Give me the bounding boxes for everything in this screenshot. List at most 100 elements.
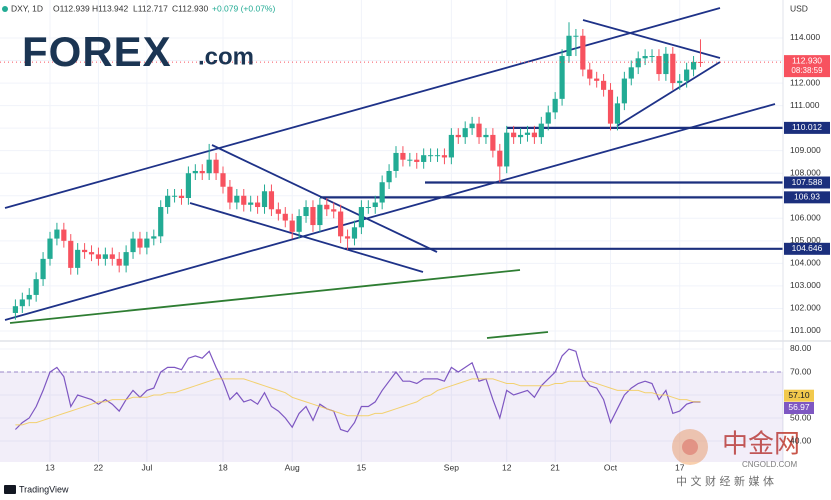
candle-body [490, 134, 496, 151]
y-tick-label: 111.000 [790, 100, 820, 110]
candle-body [628, 67, 634, 79]
candle-body [26, 294, 32, 300]
candle-body [607, 89, 614, 124]
candle-body [448, 134, 454, 158]
triangle-upper [582, 19, 721, 59]
status-dot [2, 6, 8, 12]
candle-body [213, 159, 219, 174]
tv-brand: TradingView [19, 484, 69, 494]
candle-body [656, 56, 662, 75]
candle-body [587, 69, 593, 79]
candle-body [220, 173, 226, 187]
rsi-value-box [784, 401, 814, 414]
candle-body [407, 159, 413, 161]
x-tick-label: Sep [444, 462, 459, 472]
rsi-value-label: 56.97 [788, 402, 810, 412]
candle-body [538, 123, 544, 138]
level-label: 104.646 [792, 243, 823, 253]
countdown: 08:38:59 [791, 66, 823, 75]
candle-body [531, 132, 537, 138]
y-tick-label: 70.00 [790, 366, 812, 376]
price-pane [0, 7, 783, 339]
y-tick-label: 109.000 [790, 145, 821, 155]
candle-body [151, 236, 157, 239]
candle-body [455, 134, 461, 138]
x-tick-label: 15 [357, 462, 367, 472]
candle-body [310, 207, 316, 226]
watermark: 中金网 CNGOLD.COM 中 文 财 经 新 媒 体 [672, 429, 800, 488]
x-tick-label: Aug [285, 462, 300, 472]
logo-suffix: .com [198, 43, 254, 70]
candle-body [690, 61, 697, 70]
candle-body [12, 306, 18, 313]
watermark-name: 中金网 [722, 430, 800, 460]
rsi-line [15, 378, 701, 426]
candle-body [268, 191, 275, 210]
candle-body [483, 134, 489, 138]
candle-body [206, 159, 212, 174]
candle-body [573, 35, 579, 37]
candle-body [462, 128, 468, 138]
candle-body [296, 216, 302, 232]
candle-body [40, 258, 46, 280]
candle-body [670, 53, 676, 84]
level-label: 106.93 [794, 192, 820, 202]
y-tick-label: 101.000 [790, 325, 821, 335]
header: DXY, 1D O112.939 H113.942 L112.717 C112.… [2, 3, 275, 13]
y-tick-label: 106.000 [790, 213, 821, 223]
level-label-box [784, 191, 830, 204]
candle-body [400, 152, 406, 160]
rsi-value-label: 57.10 [788, 390, 810, 400]
axis-unit: USD [790, 3, 808, 13]
candle-body [441, 155, 448, 158]
trend-lines [4, 7, 776, 321]
candle-body [303, 207, 309, 217]
candle-body [255, 202, 261, 208]
level-label-box [784, 176, 830, 189]
y-tick-label: 50.00 [790, 412, 812, 422]
x-tick-label: 22 [94, 462, 104, 472]
y-tick-label: 80.00 [790, 343, 812, 353]
x-tick-label: Oct [604, 462, 618, 472]
candle-body [351, 227, 358, 239]
ohlc-close: C112.930 [172, 3, 209, 13]
x-tick-label: 21 [550, 462, 560, 472]
level-label-box [784, 242, 830, 255]
candle-body [421, 155, 427, 162]
candle-body [165, 195, 171, 208]
ohlc-low: L112.717 [133, 3, 168, 13]
candle-body [476, 123, 482, 138]
y-tick-label: 103.000 [790, 280, 821, 290]
candle-body [372, 202, 378, 208]
candle-body [358, 207, 364, 228]
candle-body [317, 204, 323, 226]
rsi-band [0, 372, 783, 462]
y-tick-label: 40.00 [790, 435, 812, 445]
y-tick-label: 105.000 [790, 235, 821, 245]
candle-body [379, 182, 385, 203]
candle-body [545, 112, 551, 124]
candle-body [82, 249, 88, 253]
candle-body [109, 254, 115, 259]
level-label: 107.588 [792, 177, 823, 187]
level-label-box [784, 121, 830, 134]
candle-body [642, 56, 648, 59]
candle-body [684, 69, 690, 81]
candle-body [116, 258, 122, 266]
candle-body [331, 209, 337, 212]
symbol: DXY, 1D [11, 3, 43, 13]
candle-body [123, 252, 129, 266]
channel-lower [4, 103, 776, 321]
candle-body [144, 238, 150, 248]
x-tick-label: 12 [502, 462, 512, 472]
candle-body [338, 211, 344, 237]
candle-body [88, 252, 95, 255]
candle-body [469, 123, 475, 129]
candle-body [61, 229, 67, 241]
y-tick-label: 112.000 [790, 77, 820, 87]
forex-logo: FOREX .com [22, 28, 254, 75]
candle-body [580, 35, 586, 70]
candle-body [504, 132, 510, 167]
candle-body [386, 170, 392, 183]
candle-body [497, 150, 503, 167]
